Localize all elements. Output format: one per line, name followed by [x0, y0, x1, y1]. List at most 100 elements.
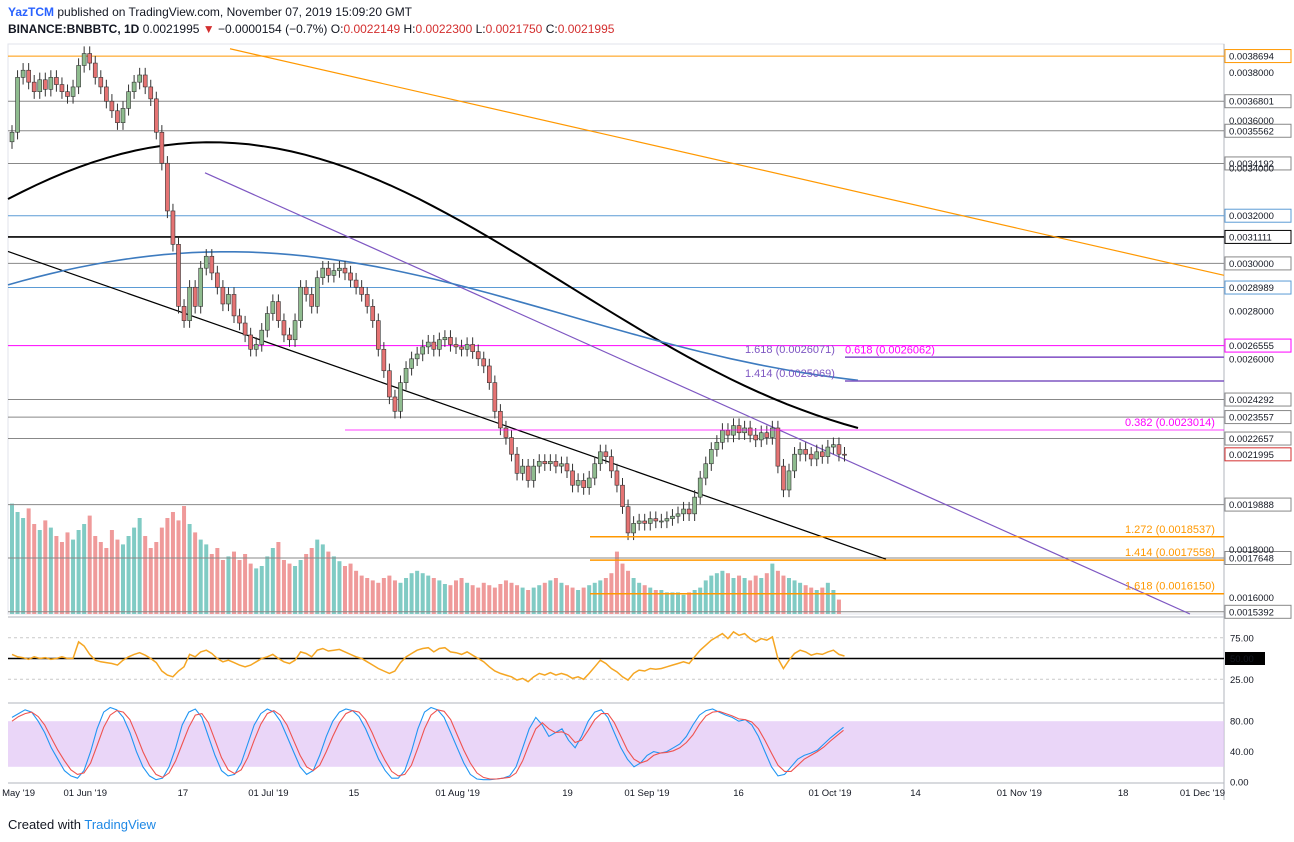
candle-body: [264, 313, 270, 331]
volume-bar: [104, 548, 109, 614]
candle-body: [808, 453, 814, 460]
volume-bar: [648, 587, 653, 614]
volume-bar: [237, 560, 242, 614]
volume-bar: [581, 587, 586, 614]
volume-bar: [387, 575, 392, 614]
candle-body: [259, 329, 265, 345]
volume-bar: [26, 508, 31, 614]
price-level-tag: [1224, 431, 1292, 446]
volume-bar: [476, 587, 481, 614]
volume-bar: [204, 544, 209, 614]
candle-body: [498, 410, 503, 429]
candle-body: [803, 449, 808, 455]
volume-bar: [487, 585, 492, 614]
volume-bar: [598, 580, 603, 614]
rsi-level-label: 50.00: [1230, 654, 1254, 665]
volume-bar: [720, 570, 725, 614]
volume-bar: [287, 563, 292, 614]
price-level-label: 0.0024292: [1229, 395, 1274, 406]
candle-body: [92, 62, 98, 78]
price-level-tag: [1224, 256, 1292, 271]
candle-body: [298, 286, 303, 321]
candle-body: [770, 427, 775, 438]
volume-bar: [737, 575, 742, 614]
price-axis-tick: 0.0016000: [1229, 593, 1274, 604]
price-level-tag: [1224, 604, 1292, 619]
volume-bar: [248, 563, 253, 614]
rsi-axis-tick: 25.00: [1230, 675, 1254, 686]
price-level-tag: [1224, 94, 1292, 109]
volume-bar: [159, 527, 164, 614]
volume-bar: [209, 554, 214, 614]
time-axis-label: 01 Jul '19: [248, 788, 288, 799]
candle-body: [475, 351, 481, 360]
candle-body: [670, 515, 675, 519]
candle-body: [403, 368, 409, 383]
candle-body: [187, 286, 192, 321]
high-value: 0.0022300: [415, 22, 473, 36]
volume-bar: [459, 578, 464, 614]
volume-bar: [676, 592, 680, 614]
volume-bar: [170, 512, 175, 614]
fib-label: 1.414 (0.0025069): [745, 368, 835, 380]
candle-body: [703, 463, 709, 479]
candle-body: [31, 81, 37, 92]
price-axis-tick: 0.0038000: [1229, 68, 1274, 79]
volume-bar: [498, 584, 503, 614]
candle-body: [620, 484, 625, 507]
candle-body: [314, 277, 320, 307]
candle-body: [309, 294, 315, 307]
tradingview-logo[interactable]: TradingView: [84, 817, 156, 832]
candle-body: [126, 91, 131, 109]
price-level-tag: [1224, 410, 1292, 425]
volume-bar: [565, 585, 569, 614]
candle-body: [387, 370, 392, 398]
volume-bar: [481, 582, 486, 614]
candle-body: [514, 453, 520, 474]
candle-body: [714, 441, 720, 450]
volume-bar: [404, 578, 409, 614]
volume-bar: [809, 587, 814, 614]
author-link[interactable]: YazTCM: [8, 5, 55, 19]
candle-body: [270, 301, 276, 314]
volume-bar: [137, 518, 142, 614]
candle-body: [181, 306, 187, 321]
price-level-label: 0.0015392: [1229, 607, 1274, 618]
volume-bar: [293, 566, 298, 614]
volume-bar: [426, 575, 431, 614]
candle-body: [215, 272, 220, 288]
volume-bar: [265, 556, 270, 614]
candle-body: [786, 470, 792, 491]
time-axis-label: 15: [349, 788, 360, 799]
candle-body: [481, 358, 487, 367]
candle-body: [142, 74, 148, 88]
volume-bar: [154, 542, 159, 614]
candle-body: [631, 523, 636, 534]
moving-averages: [7, 141, 859, 429]
candle-body: [681, 508, 686, 515]
candlesticks: [9, 46, 847, 541]
fib-label: 1.272 (0.0018537): [1125, 524, 1215, 536]
price-level-tag: [1224, 49, 1292, 64]
candle-body: [220, 286, 226, 305]
symbol-label: BINANCE:BNBBTC, 1D: [8, 22, 140, 36]
published-text: published on TradingView.com, November 0…: [57, 5, 413, 19]
volume-bar: [15, 512, 20, 614]
candle-body: [137, 74, 142, 83]
volume-bar: [21, 518, 26, 614]
volume-bar: [620, 563, 625, 614]
volume-bar: [143, 536, 148, 614]
candle-body: [231, 294, 237, 317]
created-with-label: Created with: [8, 817, 81, 832]
candle-body: [375, 320, 381, 350]
volume-bar: [354, 570, 359, 614]
candle-body: [797, 449, 803, 455]
candle-body: [364, 294, 370, 307]
volume-bar: [703, 580, 708, 614]
price-axis: 0.00386940.00368010.00355620.00341920.00…: [1224, 49, 1292, 619]
price-level-label: 0.0028989: [1229, 283, 1274, 294]
candle-body: [209, 255, 215, 274]
volume-bar: [98, 542, 103, 614]
candle-body: [154, 98, 159, 133]
